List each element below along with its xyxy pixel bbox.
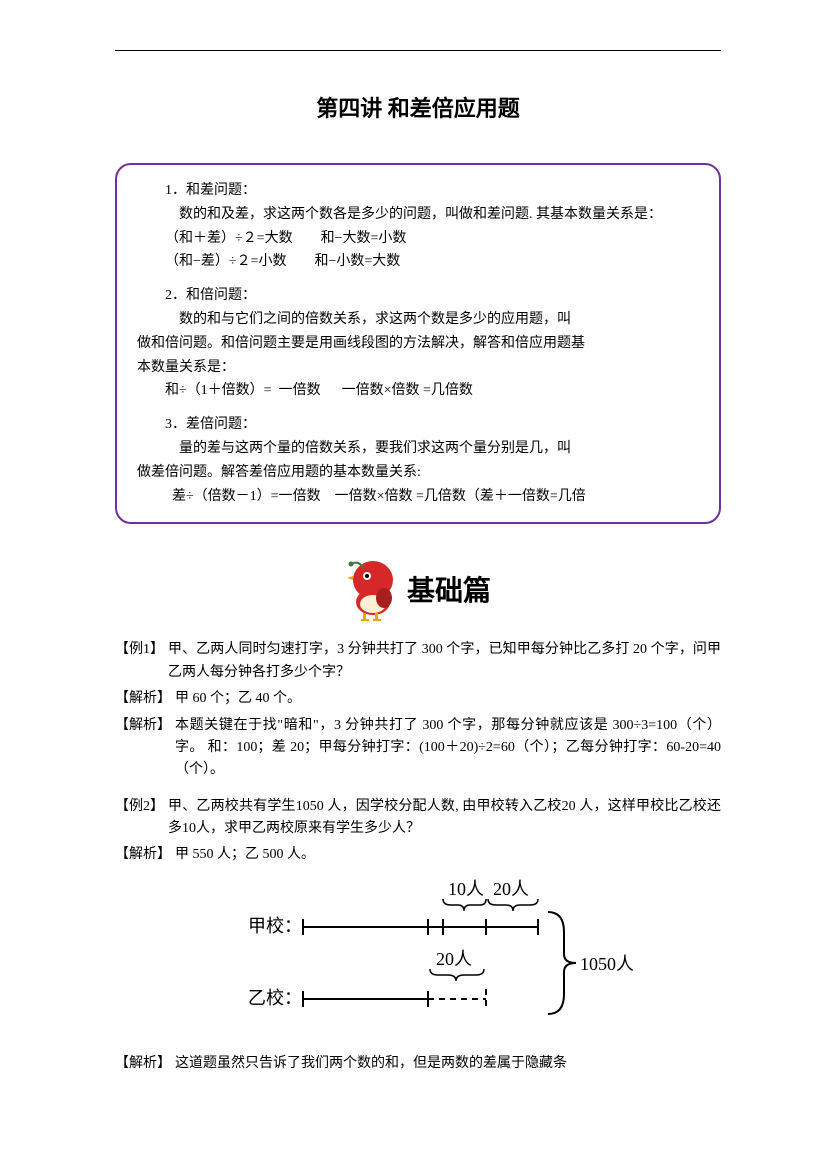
example-tag: 【例2】 <box>115 796 164 818</box>
label-20a: 20人 <box>493 879 529 899</box>
example-2: 【例2】 甲、乙两校共有学生1050 人，因学校分配人数, 由甲校转入乙校20 … <box>115 796 721 841</box>
analysis-body: 甲 550 人；乙 500 人。 <box>175 844 721 866</box>
section-3-head: 3．差倍问题： <box>137 413 699 437</box>
section-3-body-1: 量的差与这两个量的倍数关系，要我们求这两个量分别是几，叫 <box>137 437 699 461</box>
section-1-body: 数的和及差，求这两个数各是多少的问题，叫做和差问题. 其基本数量关系是： <box>137 203 699 227</box>
section-3-formula: 差÷（倍数－1）=一倍数 一倍数×倍数 =几倍数（差＋一倍数=几倍 <box>137 485 699 509</box>
analysis-tag: 【解析】 <box>115 715 171 737</box>
example-tag: 【例1】 <box>115 639 164 661</box>
bird-icon <box>345 554 405 624</box>
analysis-tag: 【解析】 <box>115 844 171 866</box>
example-1: 【例1】 甲、乙两人同时匀速打字，3 分钟共打了 300 个字，已知甲每分钟比乙… <box>115 639 721 684</box>
page-title: 第四讲 和差倍应用题 <box>115 91 721 123</box>
label-total: 1050人 <box>580 954 634 974</box>
jia-label: 甲校： <box>248 916 302 936</box>
analysis-2: 【解析】 甲 550 人；乙 500 人。 <box>115 844 721 866</box>
analysis-body: 本题关键在于找"暗和"，3 分钟共打了 300 个字，那每分钟就应该是 300÷… <box>175 715 721 782</box>
analysis-tag: 【解析】 <box>115 688 171 710</box>
section-3-body-2: 做差倍问题。解答差倍应用题的基本数量关系: <box>137 461 699 485</box>
section-2-body-2: 做和倍问题。和倍问题主要是用画线段图的方法解决，解答和倍应用题基 <box>137 332 699 356</box>
section-2-body-3: 本数量关系是： <box>137 356 699 380</box>
section-1-formula-1: （和＋差）÷２=大数 和−大数=小数 <box>137 227 699 251</box>
section-2-head: 2．和倍问题： <box>137 284 699 308</box>
example-body: 甲、乙两校共有学生1050 人，因学校分配人数, 由甲校转入乙校20 人，这样甲… <box>168 796 721 841</box>
analysis-tag: 【解析】 <box>115 1053 171 1075</box>
top-rule <box>115 50 721 51</box>
analysis-1a: 【解析】 甲 60 个；乙 40 个。 <box>115 688 721 710</box>
analysis-1b: 【解析】 本题关键在于找"暗和"，3 分钟共打了 300 个字，那每分钟就应该是… <box>115 715 721 782</box>
section-badge: 基础篇 <box>115 554 721 624</box>
label-10: 10人 <box>448 879 484 899</box>
section-2-formula: 和÷（1＋倍数）= 一倍数 一倍数×倍数 =几倍数 <box>137 379 699 403</box>
analysis-last: 【解析】 这道题虽然只告诉了我们两个数的和，但是两数的差属于隐藏条 <box>115 1053 721 1075</box>
analysis-body: 甲 60 个；乙 40 个。 <box>175 688 721 710</box>
section-2-body-1: 数的和与它们之间的倍数关系，求这两个数是多少的应用题，叫 <box>137 308 699 332</box>
yi-label: 乙校： <box>248 988 302 1008</box>
concept-box: 1．和差问题： 数的和及差，求这两个数各是多少的问题，叫做和差问题. 其基本数量… <box>115 163 721 524</box>
section-1-head: 1．和差问题： <box>137 179 699 203</box>
line-segment-diagram: 10人 20人 甲校： 20人 乙校： 105 <box>115 877 721 1047</box>
analysis-body: 这道题虽然只告诉了我们两个数的和，但是两数的差属于隐藏条 <box>175 1053 721 1075</box>
section-1-formula-2: （和−差）÷２=小数 和−小数=大数 <box>137 250 699 274</box>
label-20b: 20人 <box>436 949 472 969</box>
badge-text: 基础篇 <box>407 569 491 609</box>
example-body: 甲、乙两人同时匀速打字，3 分钟共打了 300 个字，已知甲每分钟比乙多打 20… <box>168 639 721 684</box>
